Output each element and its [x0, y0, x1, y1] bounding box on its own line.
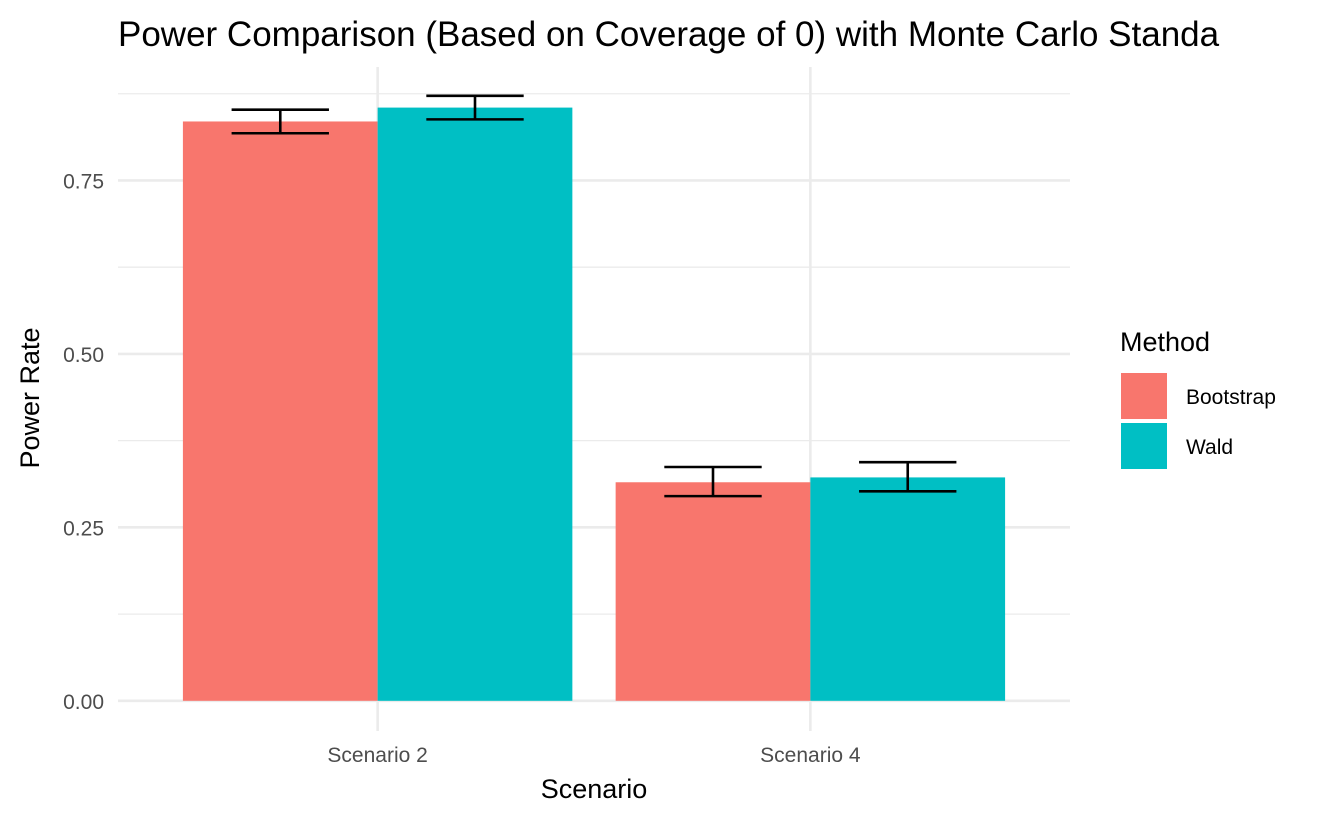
x-tick-label: Scenario 2	[327, 744, 427, 767]
bar-wald-scenario-2	[377, 107, 573, 701]
legend-title: Method	[1120, 327, 1210, 357]
legend-label: Bootstrap	[1186, 386, 1276, 409]
x-axis-title: Scenario	[541, 774, 648, 804]
y-tick-label: 0.75	[63, 170, 104, 193]
chart-title: Power Comparison (Based on Coverage of 0…	[118, 15, 1220, 54]
error-bar	[231, 108, 329, 135]
error-bar	[859, 460, 957, 493]
error-bars	[231, 94, 957, 498]
x-tick-label: Scenario 4	[760, 744, 861, 767]
legend-swatch	[1121, 423, 1167, 469]
legend: Method Bootstrap Wald	[1120, 327, 1276, 469]
bars	[182, 107, 1006, 701]
error-bar	[664, 465, 762, 498]
y-axis-title: Power Rate	[15, 327, 45, 468]
error-bar	[426, 94, 524, 121]
bar-bootstrap-scenario-2	[182, 121, 378, 701]
y-tick-label: 0.50	[63, 344, 104, 367]
legend-item-wald: Wald	[1121, 423, 1233, 469]
legend-items: Bootstrap Wald	[1121, 373, 1276, 469]
legend-swatch	[1121, 373, 1167, 419]
legend-item-bootstrap: Bootstrap	[1121, 373, 1276, 419]
bar-bootstrap-scenario-4	[615, 482, 811, 701]
y-axis-ticks: 0.00 0.25 0.50 0.75	[63, 170, 104, 713]
y-tick-label: 0.25	[63, 517, 104, 540]
bar-wald-scenario-4	[810, 477, 1006, 701]
legend-label: Wald	[1186, 436, 1233, 459]
y-tick-label: 0.00	[63, 691, 104, 714]
x-axis-ticks: Scenario 2 Scenario 4	[327, 744, 860, 767]
